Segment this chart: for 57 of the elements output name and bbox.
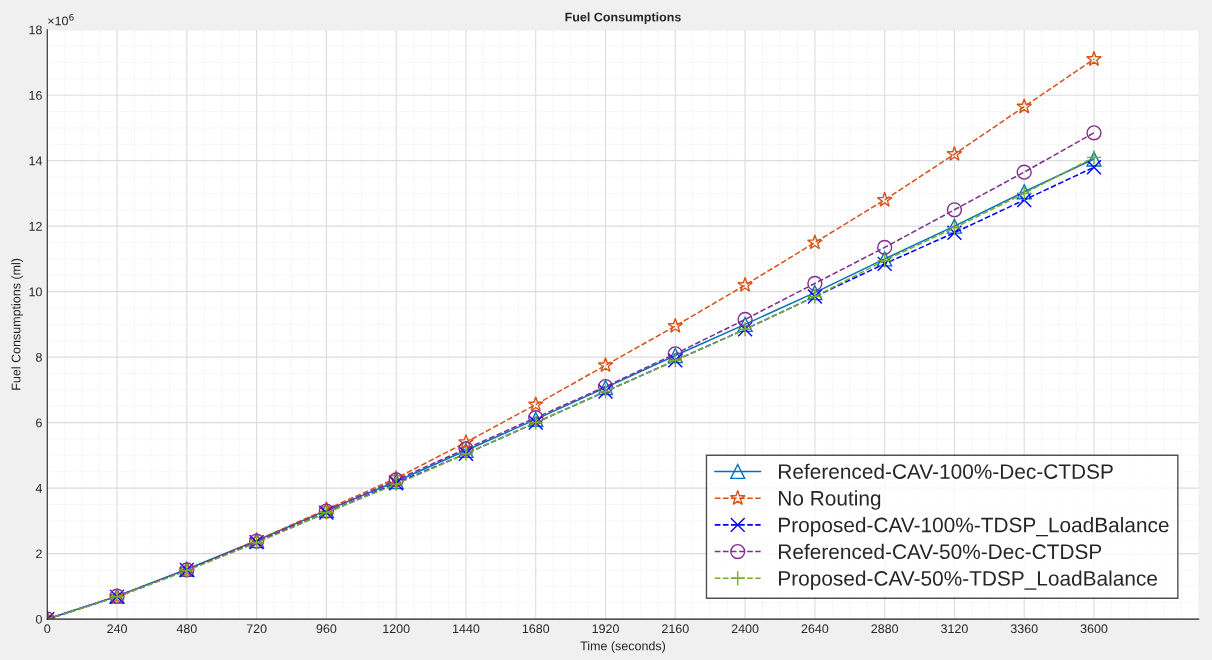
y-axis-title: Fuel Consumptions (ml) [11,258,23,390]
x-tick-label: 2640 [801,624,829,634]
y-tick-label: 18 [29,25,42,35]
x-tick-label: 480 [176,624,197,634]
x-tick-label: 240 [107,624,127,634]
legend-label: Referenced-CAV-50%-Dec-CTDSP [779,543,1102,560]
point [946,225,963,241]
x-tick-label: 1680 [522,624,550,634]
legend-label: Proposed-CAV-100%-TDSP_LoadBalance [779,517,1169,537]
point [807,275,823,292]
x-tick-label: 3120 [941,624,968,634]
y-tick-label: 4 [35,484,43,493]
point [1086,125,1102,141]
x-tick-label: 1440 [453,624,480,634]
point [457,433,474,450]
y-tick-label: 14 [29,156,43,166]
legend-label: Proposed-CAV-50%-TDSP_LoadBalance [779,570,1158,590]
point [667,317,684,333]
x-tick-label: 3600 [1080,624,1108,634]
x-tick-label: 3360 [1010,624,1038,634]
point [527,396,544,412]
x-tick-label: 2880 [871,624,899,634]
point [806,234,823,250]
point [807,284,823,301]
y-tick-label: 16 [29,90,42,100]
y-tick-label: 12 [29,221,42,231]
point [877,239,893,256]
x-tick-label: 960 [316,624,337,634]
point [1086,159,1102,175]
x-tick-label: 2160 [662,624,689,634]
point [876,191,893,207]
point [1016,164,1032,180]
x-tick-label: 0 [44,624,51,634]
y-tick-label: 8 [36,352,42,362]
legend-label: Referenced-CAV-100%-Dec-CTDSP [779,463,1113,479]
x-tick-label: 1200 [383,624,410,634]
point [737,316,753,333]
legend-label: No Routing [779,490,881,510]
y-tick-label: 6 [36,418,42,428]
y-tick-label: 0 [35,614,42,624]
x-tick-label: 720 [246,624,267,634]
point [737,276,754,292]
point [946,202,963,218]
x-tick-label: 1920 [592,624,619,634]
point [1016,192,1032,208]
point [1016,98,1033,114]
point [877,256,893,272]
point [597,356,614,373]
x-axis-title: Time (seconds) [580,641,666,653]
chart-title: Fuel Consumptions [565,12,681,24]
point [737,311,753,328]
point [1086,50,1102,67]
y-tick-label: 10 [29,287,42,297]
text: ×10$^{6}$ [48,13,74,26]
point [946,145,963,161]
x-tick-label: 2400 [731,624,759,634]
y-tick-label: 2 [36,549,42,559]
